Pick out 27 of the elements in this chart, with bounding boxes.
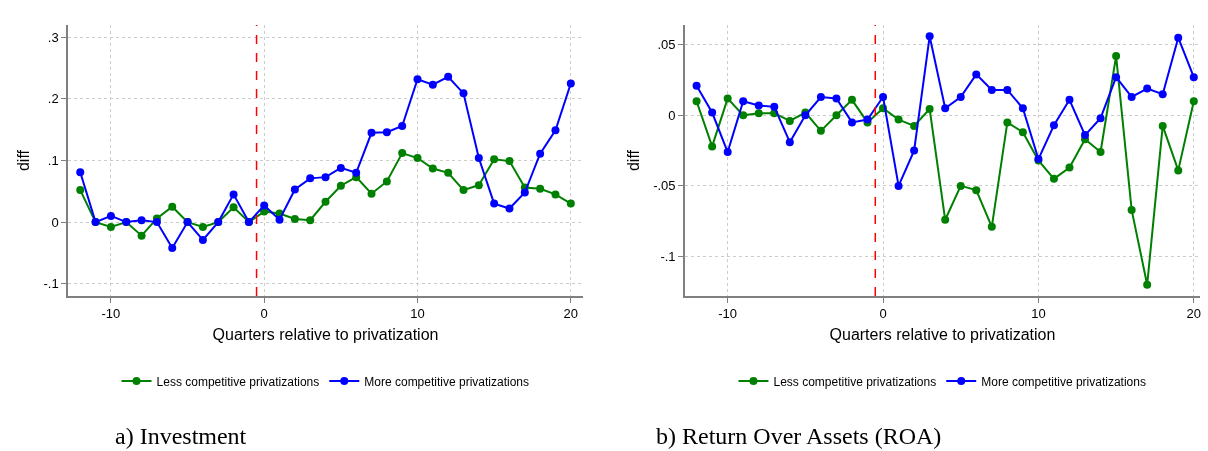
x-tick-label: 10	[1031, 306, 1046, 322]
y-tick-label: .3	[47, 29, 59, 45]
y-tick-label: .05	[657, 37, 676, 53]
text: b) Return Over Assets (ROA)	[656, 423, 942, 449]
y-tick-label: -.1	[660, 249, 676, 265]
legend-label: Less competitive privatizations	[773, 374, 937, 389]
x-axis-title: Quarters relative to privatization	[829, 325, 1056, 343]
y-tick-label: 0	[51, 214, 59, 230]
y-axis-title: diff	[624, 149, 642, 172]
x-tick-label: 10	[410, 306, 425, 322]
legend-label: More competitive privatizations	[364, 374, 530, 389]
x-tick-label: 0	[879, 306, 887, 322]
y-tick-label: .2	[47, 91, 59, 107]
text: a) Investment	[115, 423, 247, 449]
x-axis-title: Quarters relative to privatization	[212, 325, 439, 343]
y-tick-label: 0	[668, 107, 676, 123]
x-tick-label: -10	[101, 306, 121, 322]
y-tick-label: .1	[47, 153, 59, 169]
x-tick-label: -10	[718, 306, 738, 322]
x-tick-label: 20	[563, 306, 579, 322]
y-tick-label: -.05	[653, 178, 676, 194]
x-tick-label: 0	[260, 306, 268, 322]
legend-label: More competitive privatizations	[981, 374, 1146, 389]
y-axis-title: diff	[14, 149, 32, 172]
x-tick-label: 20	[1186, 306, 1202, 322]
legend-label: Less competitive privatizations	[156, 374, 320, 389]
y-tick-label: -.1	[43, 276, 59, 292]
